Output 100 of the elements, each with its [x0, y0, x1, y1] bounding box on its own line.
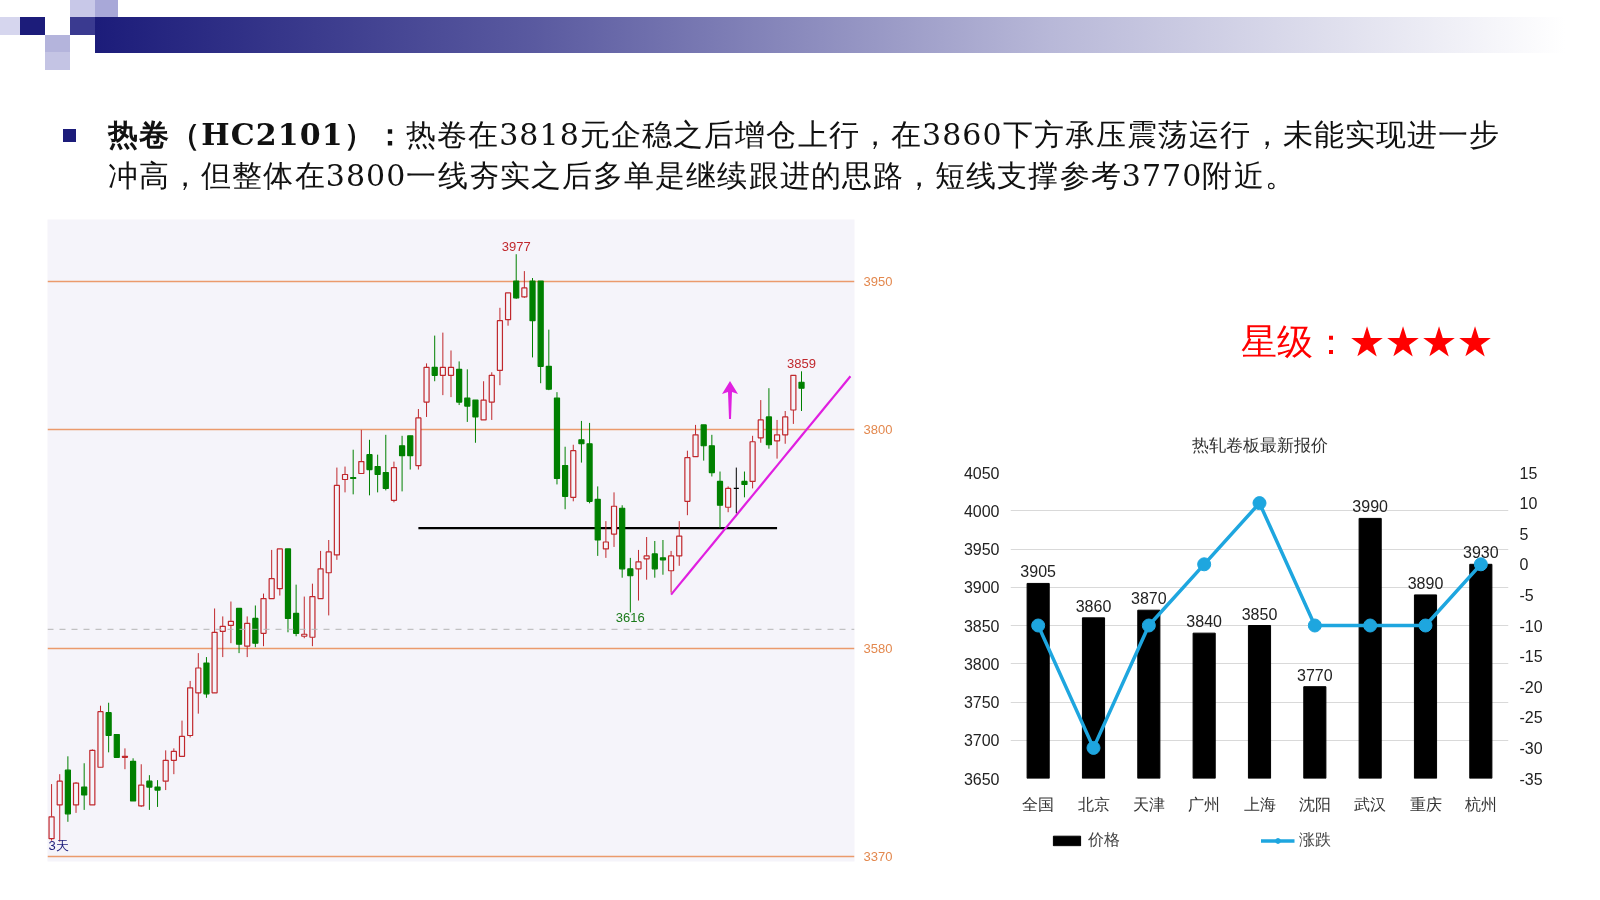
candlestick [358, 429, 365, 475]
annotation: 3859 [787, 356, 816, 372]
candlestick [773, 419, 781, 460]
candlestick [480, 380, 487, 421]
line-series [669, 375, 852, 596]
candlestick [439, 332, 446, 396]
point [1473, 557, 1488, 572]
data-label: 3860 [1075, 597, 1112, 615]
candlestick [113, 733, 120, 758]
annotation: 3616 [615, 610, 645, 626]
data-label: 3890 [1407, 574, 1444, 592]
y-tick-label: 3850 [963, 617, 1000, 635]
y2-tick-label: -15 [1519, 648, 1543, 666]
candlestick [325, 539, 332, 616]
x-tick-label: 天津 [1132, 794, 1165, 814]
y2-tick-label: -30 [1519, 739, 1543, 757]
candlestick [162, 749, 169, 791]
candlestick [72, 781, 80, 814]
candlestick [667, 550, 675, 594]
y-tick-label: 3950 [863, 273, 893, 289]
chart-title: 热轧卷板最新报价 [1191, 434, 1328, 455]
candlestick [301, 596, 308, 639]
candlestick [545, 329, 552, 391]
candlestick [170, 747, 177, 775]
x-tick-label: 沈阳 [1298, 794, 1331, 814]
y-tick-label: 3650 [963, 770, 1000, 788]
x-tick-label: 全国 [1022, 794, 1055, 814]
data-label: 3905 [1020, 563, 1057, 581]
candlestick [651, 540, 658, 579]
y2-tick-label: -10 [1519, 617, 1543, 635]
y-tick-label: 3800 [963, 655, 1000, 673]
y-tick-label: 3370 [863, 849, 893, 865]
point [1086, 740, 1101, 755]
candlestick [602, 520, 610, 559]
y-tick-label: 3580 [863, 640, 893, 656]
point [1418, 618, 1433, 633]
candlestick [578, 420, 585, 464]
candlestick [464, 368, 471, 423]
candlestick [635, 549, 642, 602]
candlestick [219, 615, 226, 658]
candlestick [341, 466, 349, 493]
candlestick [154, 779, 161, 808]
candlestick [407, 435, 414, 471]
candlestick [350, 449, 357, 495]
candlestick [81, 762, 88, 811]
candlestick [741, 471, 748, 498]
chart-title: 热卷（HC2101）： [108, 117, 406, 152]
y2-tick-label: -25 [1519, 709, 1543, 727]
candlestick [105, 702, 112, 753]
candlestick [447, 349, 455, 398]
text: 星级：★★★★ [1240, 320, 1493, 364]
candlestick [627, 557, 634, 613]
y2-tick-label: -5 [1519, 586, 1534, 604]
data-label: 3770 [1297, 666, 1333, 684]
x-tick-label: 广州 [1188, 794, 1221, 814]
y2-tick-label: -20 [1519, 678, 1543, 696]
legend-label: 价格 [1087, 829, 1121, 851]
data-label: 3870 [1131, 590, 1167, 608]
candlestick [521, 270, 528, 299]
point [1141, 618, 1156, 633]
data-label: 3850 [1241, 605, 1278, 623]
candlestick [121, 747, 129, 770]
data-label: 3990 [1352, 498, 1389, 516]
candlestick [227, 601, 235, 644]
y-tick-label: 4050 [963, 464, 1000, 482]
y-tick-label: 3750 [963, 694, 1000, 711]
point [1031, 618, 1046, 633]
legend-label: 涨跌 [1298, 829, 1332, 851]
candlestick [292, 584, 300, 637]
x-tick-label: 上海 [1243, 794, 1276, 814]
candlestick [700, 424, 707, 462]
y-tick-label: 3700 [963, 732, 1000, 750]
candlestick [725, 485, 732, 513]
y-tick-label: 3800 [863, 422, 893, 438]
y2-tick-label: 5 [1519, 525, 1529, 543]
candlestick [798, 370, 805, 412]
candlestick [472, 399, 479, 444]
x-tick-label: 北京 [1077, 794, 1110, 814]
point [1197, 557, 1212, 572]
candlestick [146, 774, 153, 811]
x-tick-label: 重庆 [1409, 794, 1442, 814]
y2-tick-label: 15 [1519, 464, 1538, 482]
candlestick [757, 399, 764, 444]
y2-tick-label: -35 [1519, 770, 1543, 788]
candlestick [692, 424, 699, 458]
data-label: 3930 [1463, 544, 1499, 562]
candlestick [676, 520, 683, 567]
point [1363, 618, 1378, 633]
annotation: 3977 [501, 239, 531, 255]
point [1307, 618, 1322, 633]
x-tick-label: 武汉 [1354, 794, 1387, 814]
y-tick-label: 4000 [963, 502, 1000, 520]
y2-tick-label: 10 [1519, 495, 1538, 513]
y-tick-label: 3950 [963, 541, 1000, 558]
candlestick [716, 471, 724, 529]
candlestick [138, 763, 145, 808]
candlestick [398, 435, 406, 492]
y-tick-label: 3900 [963, 579, 1000, 597]
annotation: 3天 [48, 837, 69, 853]
y2-tick-label: 0 [1519, 556, 1529, 574]
